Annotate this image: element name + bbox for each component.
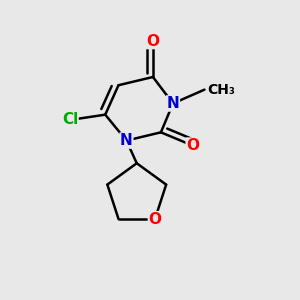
Text: N: N xyxy=(167,96,179,111)
Text: O: O xyxy=(146,34,159,49)
Text: O: O xyxy=(186,138,199,153)
Text: CH₃: CH₃ xyxy=(207,82,235,97)
Text: N: N xyxy=(120,133,133,148)
Text: Cl: Cl xyxy=(62,112,78,128)
Text: O: O xyxy=(148,212,161,227)
